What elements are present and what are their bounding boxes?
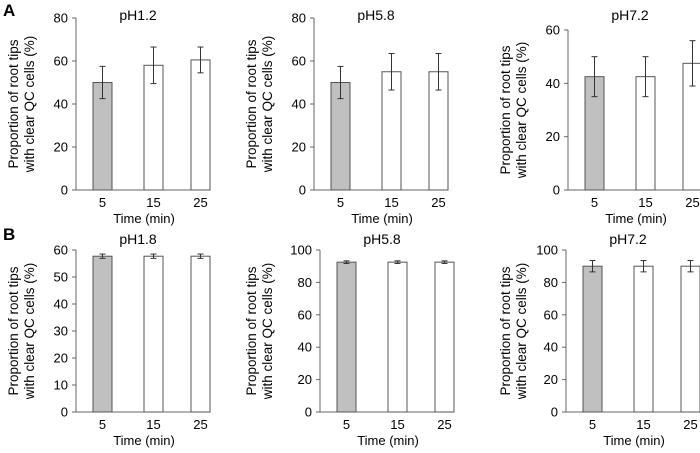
y-tick-label: 30 [54, 324, 68, 339]
bar-15 [143, 255, 164, 413]
bar-25 [190, 59, 211, 191]
y-tick-label: 60 [54, 243, 68, 258]
y-axis-label: Proportion of root tipswith clear QC cel… [498, 263, 529, 401]
y-tick-label: 80 [544, 275, 558, 290]
chart-5: pH5.8 Proportion of root tipswith clear Q… [244, 231, 455, 448]
y-tick-label: 10 [54, 378, 68, 393]
y-tick-label: 60 [546, 23, 560, 38]
x-tick-label: 5 [589, 417, 596, 432]
y-tick-label: 80 [298, 275, 312, 290]
y-tick-label: 20 [54, 351, 68, 366]
y-tick-label: 50 [54, 270, 68, 285]
chart-title: pH5.8 [363, 231, 401, 247]
y-axis-label: Proportion of root tipswith clear QC cel… [6, 36, 37, 174]
x-tick-label: 5 [99, 195, 106, 210]
chart-2: pH5.8 Proportion of root tipswith clear Q… [244, 7, 449, 226]
panel-label-a: A [3, 1, 15, 20]
y-tick-label: 0 [553, 183, 560, 198]
charts-group: pH1.2 Proportion of root tipswith clear Q… [6, 7, 700, 448]
y-tick-label: 0 [305, 405, 312, 420]
y-axis-label: Proportion of root tipswith clear QC cel… [498, 42, 529, 180]
bar-5 [336, 261, 357, 413]
y-tick-label: 20 [544, 372, 558, 387]
x-tick-label: 5 [99, 417, 106, 432]
y-axis-label: Proportion of root tipswith clear QC cel… [244, 263, 275, 401]
y-axis-label: Proportion of root tipswith clear QC cel… [244, 36, 275, 174]
x-tick-label: 25 [193, 417, 207, 432]
y-tick-label: 20 [54, 140, 68, 155]
bar-5 [582, 265, 603, 413]
x-tick-label: 15 [146, 195, 160, 210]
y-axis-label: Proportion of root tipswith clear QC cel… [6, 263, 37, 401]
chart-title: pH1.8 [119, 231, 157, 247]
y-tick-label: 60 [544, 307, 558, 322]
panel-label-b: B [3, 225, 15, 244]
y-tick-label: 80 [292, 11, 306, 26]
x-tick-label: 15 [390, 417, 404, 432]
x-tick-label: 5 [591, 195, 598, 210]
chart-4: pH1.8 Proportion of root tipswith clear Q… [6, 231, 211, 448]
x-tick-label: 25 [431, 195, 445, 210]
y-tick-label: 60 [298, 307, 312, 322]
bar-15 [633, 265, 654, 413]
x-axis-label: Time (min) [357, 433, 419, 448]
chart-title: pH1.2 [119, 7, 157, 23]
x-tick-label: 25 [685, 195, 699, 210]
x-axis-label: Time (min) [603, 433, 665, 448]
bar-25 [190, 255, 211, 413]
chart-title: pH7.2 [611, 7, 649, 23]
y-tick-label: 0 [61, 183, 68, 198]
x-tick-label: 25 [683, 417, 697, 432]
chart-6: pH7.2 Proportion of root tipswith clear Q… [498, 231, 700, 448]
y-tick-label: 20 [298, 372, 312, 387]
y-tick-label: 40 [298, 340, 312, 355]
y-tick-label: 0 [61, 405, 68, 420]
x-axis-label: Time (min) [113, 433, 175, 448]
chart-3: pH7.2 Proportion of root tipswith clear Q… [498, 7, 700, 226]
x-tick-label: 15 [146, 417, 160, 432]
y-tick-label: 40 [544, 340, 558, 355]
y-tick-label: 100 [290, 243, 312, 258]
bar-25 [680, 265, 700, 413]
x-tick-label: 15 [638, 195, 652, 210]
bar-25 [434, 261, 455, 413]
x-tick-label: 25 [437, 417, 451, 432]
x-axis-label: Time (min) [113, 211, 175, 226]
x-tick-label: 25 [193, 195, 207, 210]
x-tick-label: 15 [636, 417, 650, 432]
bar-5 [92, 255, 113, 413]
y-tick-label: 100 [536, 243, 558, 258]
x-tick-label: 15 [384, 195, 398, 210]
chart-title: pH5.8 [357, 7, 395, 23]
y-tick-label: 40 [292, 97, 306, 112]
y-tick-label: 40 [546, 76, 560, 91]
y-tick-label: 40 [54, 297, 68, 312]
y-tick-label: 0 [299, 183, 306, 198]
x-tick-label: 5 [343, 417, 350, 432]
x-axis-label: Time (min) [605, 211, 667, 226]
y-tick-label: 0 [551, 405, 558, 420]
y-tick-label: 80 [54, 11, 68, 26]
y-tick-label: 60 [54, 54, 68, 69]
x-tick-label: 5 [337, 195, 344, 210]
bar-25 [682, 62, 700, 191]
bar-15 [387, 261, 408, 413]
y-tick-label: 60 [292, 54, 306, 69]
y-tick-label: 40 [54, 97, 68, 112]
chart-title: pH7.2 [609, 231, 647, 247]
y-tick-label: 20 [292, 140, 306, 155]
chart-1: pH1.2 Proportion of root tipswith clear Q… [6, 7, 211, 226]
y-tick-label: 20 [546, 129, 560, 144]
x-axis-label: Time (min) [351, 211, 413, 226]
